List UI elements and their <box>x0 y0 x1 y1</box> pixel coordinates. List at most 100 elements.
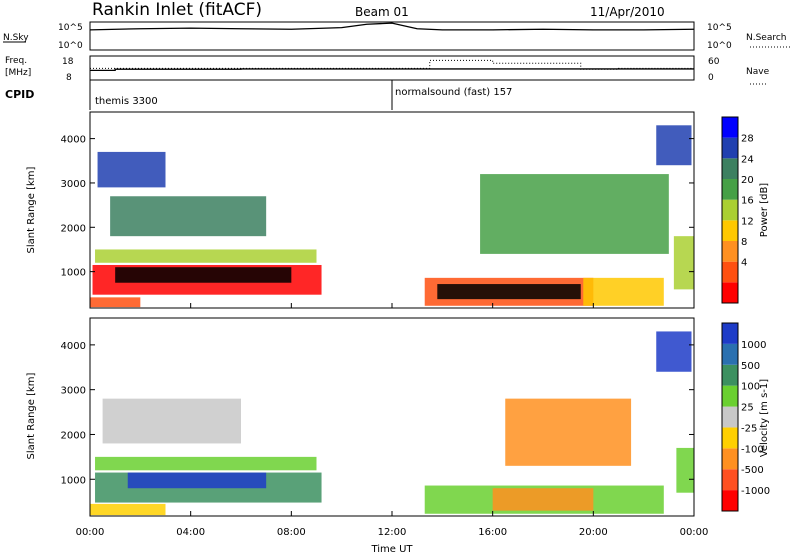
nsearch-label: N.Search <box>746 33 787 43</box>
velocity-colorbar-swatch-6 <box>722 364 738 386</box>
nave-tick-top: 60 <box>708 57 720 67</box>
power-colorbar-tick-0: 28 <box>741 134 754 145</box>
velocity-colorbar-swatch-2 <box>722 448 738 470</box>
velocity-colorbar-tick-4: -25 <box>741 423 757 434</box>
nave-tick-bottom: 0 <box>708 73 714 83</box>
velocity-region-9 <box>676 447 694 493</box>
power-colorbar-tick-5: 8 <box>741 237 747 248</box>
time-tick-label-4: 16:00 <box>478 527 507 538</box>
power-colorbar-swatch-2 <box>722 241 738 262</box>
time-tick-label-5: 20:00 <box>579 527 608 538</box>
power-colorbar: 28 24 20 16 12 8 4 <box>721 116 754 304</box>
power-colorbar-label: Power [dB] <box>759 183 770 238</box>
velocity-colorbar-swatch-7 <box>722 343 738 365</box>
nsky-tick-bottom: 10^0 <box>58 41 83 51</box>
power-colorbar-tick-2: 20 <box>741 175 754 186</box>
power-region-3 <box>110 196 267 237</box>
cpid-label: CPID <box>5 88 34 101</box>
velocity-colorbar-tick-5: -100 <box>741 444 764 455</box>
power-colorbar-swatch-1 <box>722 261 738 283</box>
power-region-9 <box>480 174 669 254</box>
velocity-region-1 <box>127 472 267 489</box>
cpid-mode-1: themis 3300 <box>95 96 158 107</box>
power-region-5 <box>90 297 141 308</box>
power-colorbar-frame <box>721 116 739 304</box>
time-tick-label-0: 00:00 <box>76 527 105 538</box>
power-colorbar-swatch-4 <box>722 199 738 221</box>
velocity-region-8 <box>656 331 692 372</box>
power-colorbar-swatch-0 <box>722 282 738 303</box>
velocity-region-6 <box>492 488 594 511</box>
velocity-colorbar-swatch-8 <box>722 323 738 344</box>
velocity-colorbar-label: Velocity [m s-1] <box>759 379 770 457</box>
freq-series-line <box>90 68 694 72</box>
velocity-data-regions <box>90 331 694 516</box>
power-colorbar-tick-3: 16 <box>741 196 754 207</box>
date-title: 11/Apr/2010 <box>590 5 665 19</box>
velocity-colorbar-tick-6: -500 <box>741 465 764 476</box>
time-axis-label: Time UT <box>370 544 413 554</box>
velocity-ytick-label-1: 2000 <box>61 430 86 441</box>
power-region-10 <box>656 125 692 166</box>
power-region-1 <box>115 267 292 283</box>
time-tick-label-3: 12:00 <box>378 527 407 538</box>
station-title: Rankin Inlet (fitACF) <box>92 0 262 20</box>
power-ylabel: Slant Range [km] <box>26 166 37 253</box>
power-region-7 <box>437 284 581 300</box>
power-ytick-label-0: 1000 <box>61 268 86 279</box>
power-ytick-label-2: 3000 <box>61 179 86 190</box>
velocity-region-2 <box>95 456 317 471</box>
freq-label-line2: [MHz] <box>5 68 31 78</box>
velocity-colorbar-tick-2: 100 <box>741 382 760 393</box>
velocity-colorbar-frame <box>721 322 739 512</box>
power-ytick-label-1: 2000 <box>61 223 86 234</box>
velocity-region-7 <box>505 398 632 466</box>
nsearch-tick-top: 10^5 <box>707 23 732 33</box>
power-colorbar-tick-1: 24 <box>741 154 754 165</box>
freq-tick-top: 18 <box>62 57 74 67</box>
nsky-tick-top: 10^5 <box>58 23 83 33</box>
power-colorbar-swatch-7 <box>722 137 738 159</box>
velocity-colorbar-tick-3: 25 <box>741 403 754 414</box>
beam-title: Beam 01 <box>355 5 409 19</box>
power-colorbar-tick-4: 12 <box>741 216 754 227</box>
time-tick-label-2: 08:00 <box>277 527 306 538</box>
freq-tick-bottom: 8 <box>66 73 72 83</box>
velocity-region-4 <box>90 503 166 516</box>
power-ytick-label-3: 4000 <box>61 135 86 146</box>
velocity-colorbar-tick-7: -1000 <box>741 486 770 497</box>
velocity-colorbar-tick-0: 1000 <box>741 340 766 351</box>
velocity-colorbar-swatch-3 <box>722 427 738 449</box>
power-colorbar-tick-6: 4 <box>741 258 747 269</box>
time-axis: 00:00 04:00 08:00 12:00 16:00 20:00 00:00 <box>76 303 709 538</box>
velocity-y-ticks: 1000 2000 3000 4000 <box>61 341 694 486</box>
velocity-ytick-label-0: 1000 <box>61 475 86 486</box>
velocity-colorbar: 1000 500 100 25 -25 -100 -500 -1000 <box>721 322 770 512</box>
power-region-8 <box>583 277 664 306</box>
velocity-colorbar-tick-1: 500 <box>741 361 760 372</box>
time-tick-label-6: 00:00 <box>680 527 709 538</box>
velocity-colorbar-swatch-0 <box>722 490 738 511</box>
nsky-series-line <box>89 22 695 31</box>
nave-label: Nave <box>746 67 770 77</box>
power-y-ticks: 1000 2000 3000 4000 <box>61 135 694 279</box>
power-colorbar-swatch-3 <box>722 220 738 241</box>
velocity-colorbar-swatch-4 <box>722 406 738 428</box>
velocity-region-3 <box>102 398 241 444</box>
power-region-2 <box>95 249 317 263</box>
velocity-colorbar-swatch-5 <box>722 385 738 407</box>
freq-label-line1: Freq. <box>5 56 27 66</box>
nave-series-line <box>90 59 694 70</box>
power-region-11 <box>673 236 694 290</box>
velocity-ytick-label-3: 4000 <box>61 341 86 352</box>
power-colorbar-swatch-6 <box>722 158 738 179</box>
nsky-panel-frame <box>89 21 695 51</box>
velocity-ylabel: Slant Range [km] <box>26 372 37 459</box>
velocity-colorbar-swatch-1 <box>722 469 738 491</box>
nsky-label: N.Sky <box>3 33 29 43</box>
velocity-ytick-label-2: 3000 <box>61 386 86 397</box>
cpid-mode-2: normalsound (fast) 157 <box>395 87 512 98</box>
power-colorbar-swatch-8 <box>722 117 738 138</box>
power-data-regions <box>90 125 694 308</box>
